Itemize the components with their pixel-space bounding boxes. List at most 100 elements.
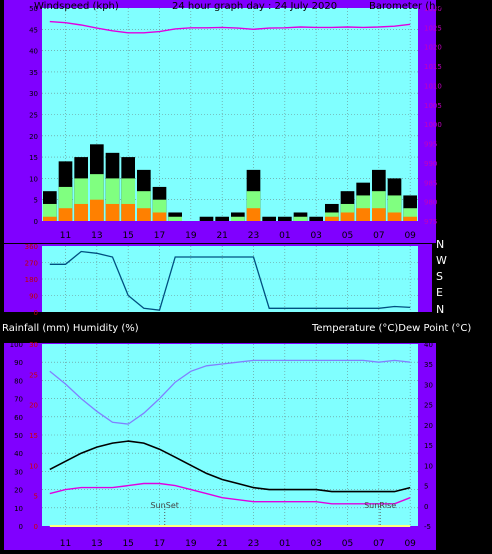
windspeed-label: Windspeed (kph) xyxy=(34,1,119,12)
temperature-tick-label: 10 xyxy=(424,462,433,470)
humidity-tick-label: 90 xyxy=(14,359,23,367)
barometer-tick-label: 1020 xyxy=(424,44,442,52)
minimum-wind-bar xyxy=(74,203,88,221)
rain-tick-label: 5 xyxy=(34,493,38,501)
x-tick-label: 21 xyxy=(216,231,227,241)
barometer-tick-label: 1030 xyxy=(424,5,442,13)
minimum-wind-bar xyxy=(121,203,135,221)
direction-tick-label: 180 xyxy=(25,276,38,284)
rain-tick-label: 0 xyxy=(34,523,38,531)
barometer-tick-label: 1015 xyxy=(424,63,442,71)
x-tick-label: 23 xyxy=(248,539,259,549)
x-tick-label: 07 xyxy=(373,231,384,241)
average-wind-bar xyxy=(231,216,245,221)
x-tick-label: 17 xyxy=(154,231,165,241)
barometer-tick-label: 1005 xyxy=(424,102,442,110)
humidity-tick-label: 10 xyxy=(14,505,23,513)
barometer-label: Barometer (hpa) xyxy=(369,1,452,12)
barometer-tick-label: 985 xyxy=(424,179,437,187)
gust-bar xyxy=(168,212,182,221)
sunrise-marker-label: SunRise xyxy=(364,501,396,510)
minimum-wind-bar xyxy=(325,216,339,221)
gust-bar xyxy=(199,216,214,221)
x-tick-label: 09 xyxy=(404,539,416,549)
wind-tick-label: 0 xyxy=(34,218,38,226)
rain-tick-label: 10 xyxy=(29,462,38,470)
humidity-tick-label: 70 xyxy=(14,396,23,404)
minimum-wind-bar xyxy=(43,216,57,221)
average-wind-bar xyxy=(293,216,308,221)
direction-s: S xyxy=(436,270,443,283)
wind-tick-label: 45 xyxy=(29,26,38,34)
gust-bar xyxy=(262,216,276,221)
wind-tick-label: 20 xyxy=(29,133,38,141)
x-tick-label: 01 xyxy=(279,231,290,241)
barometer-tick-label: 995 xyxy=(424,141,437,149)
minimum-wind-bar xyxy=(90,199,104,221)
minimum-wind-bar xyxy=(137,208,151,221)
gust-bar xyxy=(278,216,292,221)
sunset-marker-label: SunSet xyxy=(151,501,179,510)
gust-bar xyxy=(231,212,245,221)
average-wind-bar xyxy=(325,212,339,221)
barometer-line xyxy=(49,20,411,34)
minimum-wind-bar xyxy=(403,216,417,221)
minimum-wind-bar xyxy=(105,203,120,221)
x-tick-label: 15 xyxy=(122,539,133,549)
temperature-tick-label: 0 xyxy=(424,503,428,511)
barometer-tick-label: 1025 xyxy=(424,24,442,32)
wind-tick-label: 30 xyxy=(29,90,38,98)
x-tick-label: 21 xyxy=(216,539,227,549)
series-layer xyxy=(43,20,417,527)
humidity-tick-label: 40 xyxy=(14,450,23,458)
x-tick-label: 11 xyxy=(60,231,71,241)
direction-w: W xyxy=(436,254,447,267)
temperature-dewpoint-label: Temperature (°C)Dew Point (°C) xyxy=(311,323,471,334)
temperature-tick-label: 5 xyxy=(424,483,428,491)
wind-tick-label: 35 xyxy=(29,69,38,77)
direction-tick-label: 0 xyxy=(34,309,38,317)
minimum-wind-bar xyxy=(387,212,402,221)
direction-tick-label: 270 xyxy=(25,260,38,268)
rain-tick-label: 30 xyxy=(29,341,38,349)
direction-tick-label: 90 xyxy=(29,293,38,301)
humidity-tick-label: 80 xyxy=(14,377,23,385)
x-tick-label: 19 xyxy=(185,231,197,241)
minimum-wind-bar xyxy=(340,212,355,221)
x-tick-label: 13 xyxy=(91,539,102,549)
temperature-tick-label: 40 xyxy=(424,341,433,349)
minimum-wind-bar xyxy=(356,208,370,221)
wind-tick-label: 40 xyxy=(29,48,38,56)
x-tick-label: 03 xyxy=(310,231,321,241)
x-tick-label: 01 xyxy=(279,539,290,549)
rain-tick-label: 20 xyxy=(29,402,38,410)
wind-tick-label: 5 xyxy=(34,197,38,205)
rain-tick-label: 25 xyxy=(29,371,38,379)
temperature-tick-label: 15 xyxy=(424,442,433,450)
dewpoint-line xyxy=(49,482,411,505)
temperature-tick-label: 25 xyxy=(424,402,433,410)
gust-bar xyxy=(293,212,308,221)
lower-header-band xyxy=(4,320,464,343)
minimum-wind-bar xyxy=(152,212,167,221)
humidity-line xyxy=(49,359,411,425)
minimum-wind-bar xyxy=(58,208,73,221)
tick-labels: 0510152025303540455097598098599099510001… xyxy=(10,5,442,549)
x-tick-label: 05 xyxy=(342,539,353,549)
temperature-tick-label: 30 xyxy=(424,381,433,389)
humidity-tick-label: 60 xyxy=(14,414,23,422)
minimum-wind-bar xyxy=(246,208,261,221)
humidity-tick-label: 0 xyxy=(19,523,23,531)
temperature-tick-label: 35 xyxy=(424,361,433,369)
direction-n-top: N xyxy=(436,238,444,251)
temperature-tick-label: 20 xyxy=(424,422,433,430)
direction-line xyxy=(49,250,411,311)
temperature-line xyxy=(49,440,411,493)
humidity-tick-label: 30 xyxy=(14,468,23,476)
x-tick-label: 03 xyxy=(310,539,321,549)
direction-n-bottom: N xyxy=(436,303,444,316)
x-tick-label: 09 xyxy=(404,231,416,241)
rain-tick-label: 15 xyxy=(29,432,38,440)
barometer-tick-label: 975 xyxy=(424,218,437,226)
